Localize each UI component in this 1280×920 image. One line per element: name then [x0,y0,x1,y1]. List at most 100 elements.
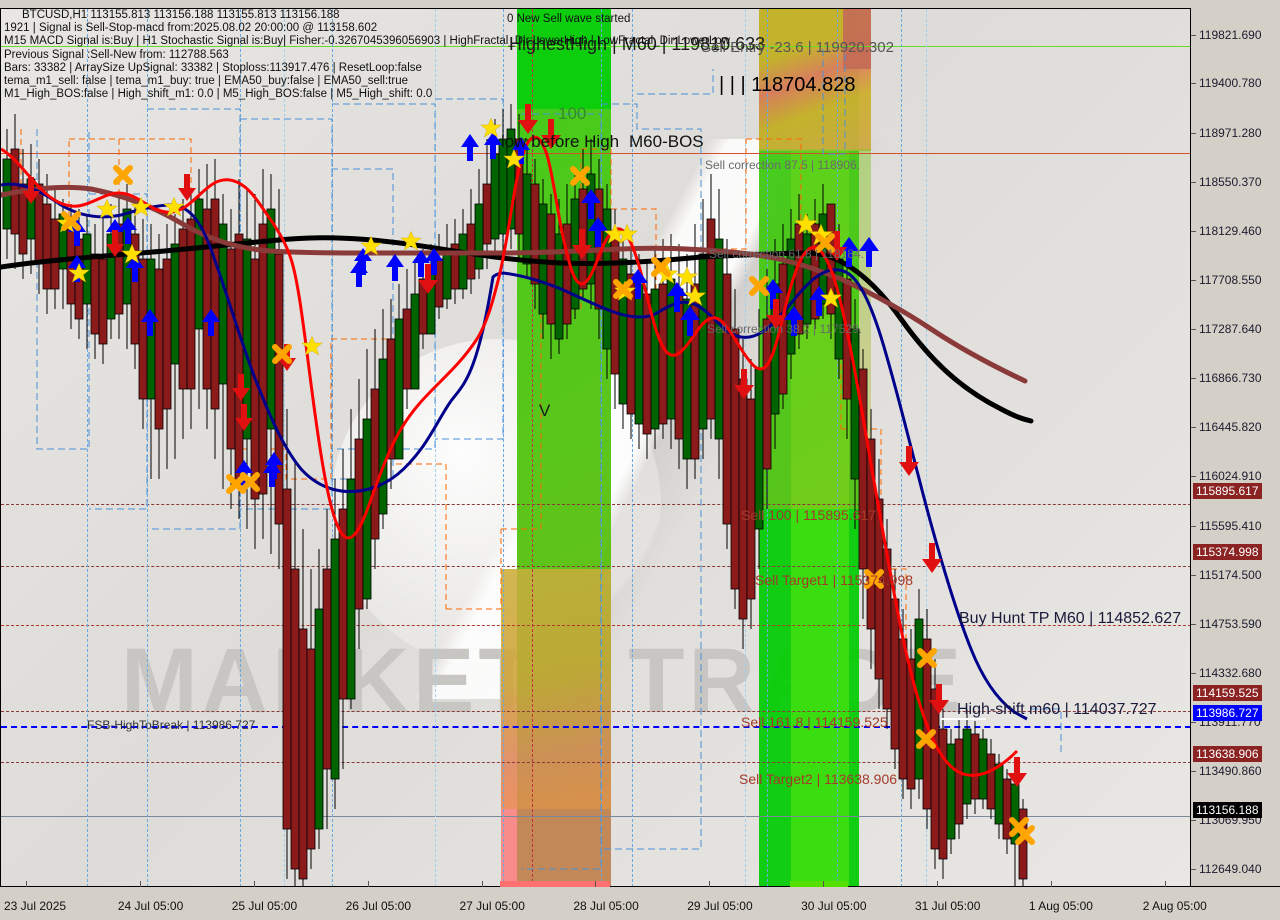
info-line-3: Bars: 33382 | ArraySize UpSignal: 33382 … [4,61,422,74]
annotation-wave-v: V [539,401,551,420]
info-line-4: tema_m1_sell: false | tema_m1_buy: true … [4,75,408,88]
level-resistance [1,153,1191,154]
price-scale[interactable]: 119821.690 119400.780 118971.280 118550.370… [1190,8,1280,886]
price-badge-sell-1618-level: 114159.525 [1193,685,1262,701]
price-tick [1191,378,1196,380]
level-bid [1,726,1191,728]
signal-arrows [22,104,1027,787]
price-tick [1191,280,1196,282]
price-tick [1191,133,1196,135]
price-tick [1191,476,1196,478]
annotation-wave-100: 100 [558,104,587,123]
annotation-sell-correction-618: Sell correction 61.8 | 118184. [709,247,864,261]
time-tick-label: 30 Jul 05:00 [801,899,867,913]
info-line-1: M15 MACD Signal is:Buy | H1 Stochastic S… [4,35,730,48]
price-tick [1191,231,1196,233]
guide-line-7 [503,9,504,887]
guide-line-14 [901,9,902,887]
time-band-green [790,881,848,887]
price-tick [1191,672,1196,674]
time-tick-label: 28 Jul 05:00 [573,899,639,913]
time-band-red [500,881,610,887]
annotation-sell-target1: Sell Target1 | 115374.998 [755,572,914,588]
level-last-price [1,816,1191,817]
price-tick [1191,34,1196,36]
annotation-sell-correction-875: Sell correction 87.5 | 118906. [705,158,860,172]
guide-line-10 [632,9,633,887]
info-line-2: Previous Signal :Sell-New from: 112788.5… [4,48,229,61]
time-tick [937,881,938,887]
price-tick-label: 113490.860 [1199,763,1262,778]
time-tick [823,881,825,887]
time-tick-label: 1 Aug 05:00 [1028,899,1093,913]
price-tick-label: 114332.680 [1199,665,1262,680]
price-badge-bid-price: 113986.727 [1193,705,1262,722]
price-tick [1191,329,1196,331]
price-tick-label: 118971.280 [1199,126,1262,141]
time-tick [26,881,27,887]
time-scale[interactable]: 23 Jul 2025 24 Jul 05:00 25 Jul 05:00 26 Ju… [0,881,1280,920]
time-tick-label: 27 Jul 05:00 [459,899,525,913]
annotation-last-price-big: | | | 118704.828 [719,74,856,96]
chart-series-overlay [1,49,1062,887]
level-sell-100 [1,504,1191,505]
price-tick-label: 114753.590 [1199,616,1262,631]
chart-plot-area[interactable]: MARKETZ TRADE [0,8,1191,887]
session-band-yellow-b [501,569,611,809]
price-tick [1191,819,1196,821]
price-tick-label: 115174.500 [1199,567,1262,582]
candlestick-series [2,104,1028,887]
annotation-buy-hunt-tp-m60: Buy Hunt TP M60 | 114852.627 [959,610,1182,627]
level-buy-hunt-tp [1,625,1191,626]
time-tick [253,881,255,887]
guide-line-13 [837,9,838,887]
price-tick [1191,770,1196,772]
annotation-low-before-high: low before High [501,132,620,151]
time-tick [1050,881,1052,887]
price-tick-label: 116445.820 [1199,420,1262,435]
annotation-sell-target2: Sell Target2 | 113638.906 [739,771,898,787]
time-tick-label: 26 Jul 05:00 [345,899,412,913]
cross-markers [61,165,1035,845]
annotation-sell-100: Sell 100 | 115895.617 [741,507,876,523]
time-tick [139,881,141,887]
sell-arrow [22,104,1027,787]
price-badge-sell-target1-level: 115374.998 [1193,543,1262,560]
buy-arrow [68,132,879,487]
price-tick [1191,721,1196,723]
price-tick [1191,574,1196,576]
price-tick [1191,526,1196,528]
annotation-m60-bos: M60-BOS [629,132,704,151]
level-sell-1618 [1,711,1191,712]
price-badge-sell-100-level: 115895.617 [1193,483,1262,500]
session-band-red-a [501,809,611,887]
time-tick-label: 2 Aug 05:00 [1142,899,1207,913]
price-tick [1191,427,1196,429]
guide-line-4 [284,9,285,887]
ema-navy-line [1,182,1028,721]
time-tick-label: 24 Jul 05:00 [117,899,184,913]
info-line-5: M1_High_BOS:false | High_shift_m1: 0.0 |… [4,88,433,101]
annotation-sell-1618: Sell 161.8 | 114159.525 [741,714,888,730]
price-tick [1191,868,1196,870]
session-band-red-b [843,9,871,69]
price-tick-label: 119821.690 [1199,27,1262,42]
price-tick-label: 119400.780 [1199,76,1262,91]
annotation-high-shift-m60: High-shift m60 | 114037.727 [957,701,1157,718]
guide-line-15 [926,9,927,887]
annotation-highest-high-m60: HighestHigh | M60 | 119810.633 [509,34,766,54]
time-tick-label: 23 Jul 2025 [4,899,67,913]
price-tick [1191,182,1196,184]
time-tick-label: 29 Jul 05:00 [687,899,753,913]
price-tick-label: 118550.370 [1199,175,1262,190]
guide-line-8 [532,9,533,887]
tema-red-line [1,135,1019,777]
level-sell-target1 [1,566,1191,567]
time-tick-label: 25 Jul 05:00 [231,899,298,913]
annotation-sell-entry-236: Sell Entry -23.6 | 119920.302 [701,39,894,56]
price-tick-label: 115595.410 [1199,519,1262,534]
level-sell-target2 [1,762,1191,763]
info-line-0: 1921 | Signal is Sell-Stop-macd from:202… [4,22,378,35]
annotation-new-sell-wave: 0 New Sell wave started [507,13,631,25]
